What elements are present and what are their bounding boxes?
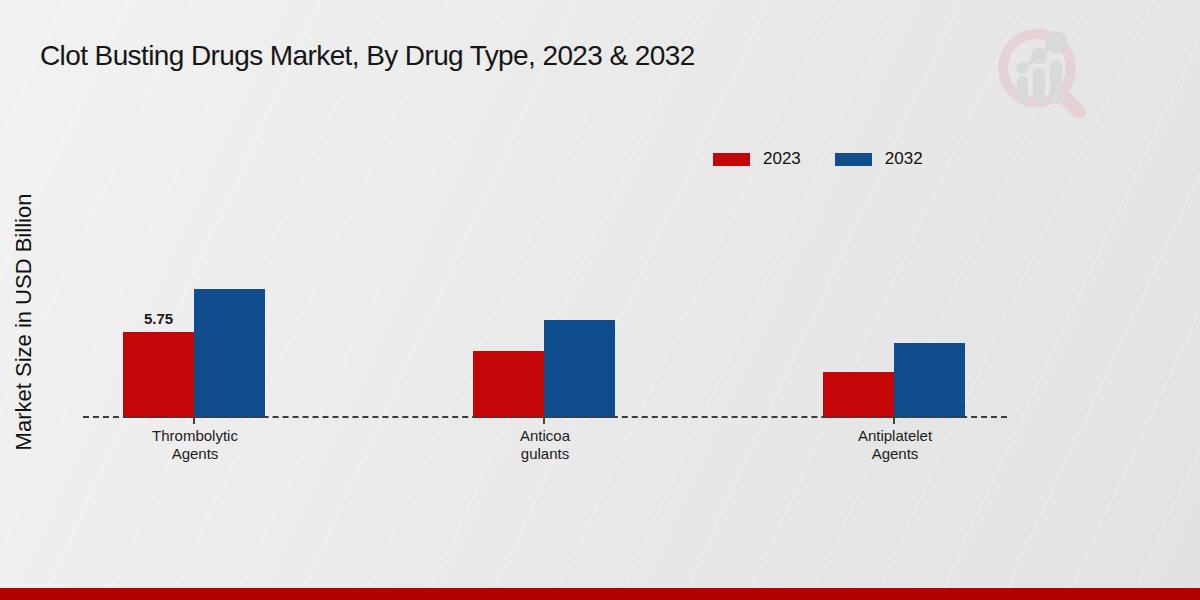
chart-title: Clot Busting Drugs Market, By Drug Type,… (40, 40, 695, 72)
brand-watermark-logo (993, 26, 1087, 118)
bar-2032-antiplatelet (894, 343, 965, 418)
bar-2023-antiplatelet (823, 372, 894, 418)
x-tick-antiplatelet (893, 417, 895, 424)
legend: 2023 2032 (713, 149, 923, 169)
legend-item-2023: 2023 (713, 149, 801, 169)
x-tick-label-anticoagulants: Anticoa gulants (520, 427, 570, 463)
chart-page: Clot Busting Drugs Market, By Drug Type,… (0, 0, 1200, 600)
x-tick-thrombolytic (193, 417, 195, 424)
legend-swatch-2032 (835, 153, 872, 166)
bar-2032-thrombolytic (194, 289, 265, 418)
legend-label-2032: 2032 (885, 149, 923, 169)
value-label-2023-thrombolytic: 5.75 (123, 310, 194, 327)
x-tick-label-antiplatelet: Antiplatelet Agents (858, 427, 932, 463)
y-axis-label: Market Size in USD Billion (11, 194, 37, 451)
bar-2023-anticoagulants (473, 351, 544, 419)
bar-2023-thrombolytic (123, 332, 194, 418)
x-axis-baseline (83, 416, 1007, 418)
legend-item-2032: 2032 (835, 149, 923, 169)
legend-label-2023: 2023 (763, 149, 801, 169)
bar-2032-anticoagulants (544, 320, 615, 418)
x-tick-anticoagulants (543, 417, 545, 424)
legend-swatch-2023 (713, 153, 750, 166)
footer-accent-bar (0, 588, 1200, 600)
x-tick-label-thrombolytic: Thrombolytic Agents (152, 427, 238, 463)
